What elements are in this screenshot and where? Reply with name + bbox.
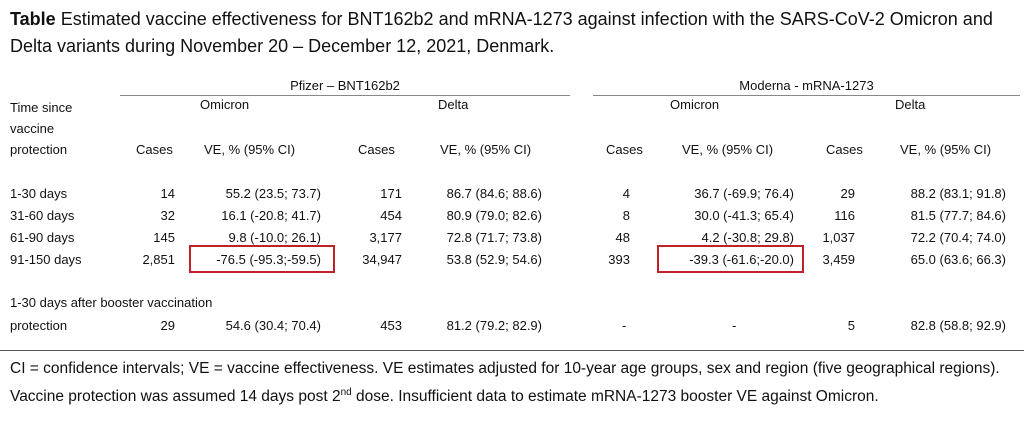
cell-moderna-delta-ve: 88.2 (83.1; 91.8) bbox=[910, 186, 1006, 201]
footnote: CI = confidence intervals; VE = vaccine … bbox=[10, 357, 1015, 409]
cell-moderna-delta-ve: 82.8 (58.8; 92.9) bbox=[910, 318, 1006, 333]
cell-moderna-omicron-cases: - bbox=[622, 318, 627, 333]
group-header-pfizer: Pfizer – BNT162b2 bbox=[290, 78, 400, 93]
col-header-ve: VE, % (95% CI) bbox=[682, 142, 774, 157]
booster-label: 1-30 days after booster vaccination bbox=[10, 295, 213, 310]
cell-moderna-omicron-cases: 4 bbox=[622, 186, 630, 201]
col-header-cases: Cases bbox=[136, 142, 173, 157]
stub-header-line: vaccine bbox=[10, 121, 55, 136]
cell-moderna-delta-cases: 5 bbox=[847, 318, 855, 333]
cell-pfizer-omicron-cases: 2,851 bbox=[142, 252, 175, 267]
stub-header-line: Time since bbox=[10, 100, 73, 115]
variant-header-moderna-omicron: Omicron bbox=[670, 97, 720, 112]
variant-header-pfizer-delta: Delta bbox=[438, 97, 469, 112]
cell-moderna-delta-ve: 72.2 (70.4; 74.0) bbox=[910, 230, 1006, 245]
table-caption: Table Estimated vaccine effectiveness fo… bbox=[10, 6, 1010, 60]
cell-moderna-delta-cases: 29 bbox=[840, 186, 855, 201]
cell-pfizer-delta-ve: 72.8 (71.7; 73.8) bbox=[446, 230, 542, 245]
footnote-text: CI = confidence intervals; VE = vaccine … bbox=[10, 360, 1000, 406]
cell-moderna-omicron-ve: -39.3 (-61.6;-20.0) bbox=[689, 252, 794, 267]
row-label: 91-150 days bbox=[10, 252, 82, 267]
cell-moderna-delta-cases: 1,037 bbox=[822, 230, 855, 245]
cell-pfizer-delta-cases: 453 bbox=[380, 318, 402, 333]
cell-pfizer-delta-cases: 171 bbox=[380, 186, 402, 201]
group-header-moderna: Moderna - mRNA-1273 bbox=[739, 78, 874, 93]
cell-pfizer-omicron-cases: 29 bbox=[160, 318, 175, 333]
highlight-box-pfizer-omicron bbox=[189, 245, 335, 273]
variant-header-pfizer-omicron: Omicron bbox=[200, 97, 250, 112]
cell-pfizer-omicron-cases: 14 bbox=[160, 186, 175, 201]
cell-pfizer-delta-ve: 81.2 (79.2; 82.9) bbox=[446, 318, 542, 333]
cell-moderna-omicron-cases: 8 bbox=[622, 208, 630, 223]
cell-pfizer-delta-cases: 3,177 bbox=[369, 230, 402, 245]
cell-moderna-omicron-cases: 48 bbox=[615, 230, 630, 245]
cell-moderna-delta-ve: 81.5 (77.7; 84.6) bbox=[910, 208, 1006, 223]
cell-pfizer-delta-cases: 454 bbox=[380, 208, 402, 223]
row-label: protection bbox=[10, 318, 68, 333]
cell-pfizer-delta-ve: 86.7 (84.6; 88.6) bbox=[446, 186, 542, 201]
cell-moderna-omicron-ve: 30.0 (-41.3; 65.4) bbox=[694, 208, 794, 223]
cell-pfizer-delta-cases: 34,947 bbox=[362, 252, 402, 267]
cell-moderna-omicron-ve: 36.7 (-69.9; 76.4) bbox=[694, 186, 794, 201]
col-header-ve: VE, % (95% CI) bbox=[204, 142, 296, 157]
col-header-cases: Cases bbox=[606, 142, 643, 157]
footnote-text-end: dose. Insufficient data to estimate mRNA… bbox=[351, 388, 879, 406]
cell-moderna-omicron-cases: 393 bbox=[608, 252, 630, 267]
variant-header-moderna-delta: Delta bbox=[895, 97, 926, 112]
group-rule-moderna bbox=[593, 95, 1020, 96]
row-label: 31-60 days bbox=[10, 208, 75, 223]
footnote-superscript: nd bbox=[340, 387, 352, 398]
highlight-box-moderna-omicron bbox=[657, 245, 804, 273]
stub-header-line: protection bbox=[10, 142, 68, 157]
caption-label: Table bbox=[10, 9, 56, 29]
cell-pfizer-omicron-ve: 54.6 (30.4; 70.4) bbox=[225, 318, 321, 333]
cell-pfizer-omicron-ve: 16.1 (-20.8; 41.7) bbox=[221, 208, 321, 223]
col-header-cases: Cases bbox=[826, 142, 863, 157]
cell-pfizer-omicron-ve: 9.8 (-10.0; 26.1) bbox=[228, 230, 322, 245]
cell-pfizer-omicron-cases: 32 bbox=[160, 208, 175, 223]
footnote-divider bbox=[0, 350, 1024, 351]
row-label: 61-90 days bbox=[10, 230, 75, 245]
cell-moderna-delta-cases: 3,459 bbox=[822, 252, 855, 267]
cell-pfizer-omicron-ve: -76.5 (-95.3;-59.5) bbox=[216, 252, 321, 267]
cell-pfizer-omicron-cases: 145 bbox=[153, 230, 175, 245]
cell-pfizer-delta-ve: 53.8 (52.9; 54.6) bbox=[446, 252, 542, 267]
caption-text: Estimated vaccine effectiveness for BNT1… bbox=[10, 9, 993, 56]
cell-pfizer-delta-ve: 80.9 (79.0; 82.6) bbox=[446, 208, 542, 223]
col-header-ve: VE, % (95% CI) bbox=[440, 142, 532, 157]
cell-moderna-delta-cases: 116 bbox=[834, 208, 855, 223]
cell-moderna-delta-ve: 65.0 (63.6; 66.3) bbox=[910, 252, 1006, 267]
col-header-ve: VE, % (95% CI) bbox=[900, 142, 992, 157]
row-label: 1-30 days bbox=[10, 186, 68, 201]
cell-pfizer-omicron-ve: 55.2 (23.5; 73.7) bbox=[225, 186, 321, 201]
cell-moderna-omicron-ve: 4.2 (-30.8; 29.8) bbox=[701, 230, 795, 245]
group-rule-pfizer bbox=[120, 95, 570, 96]
cell-moderna-omicron-ve: - bbox=[732, 318, 737, 333]
col-header-cases: Cases bbox=[358, 142, 395, 157]
stub-header: Time since vaccine protection bbox=[10, 97, 72, 160]
